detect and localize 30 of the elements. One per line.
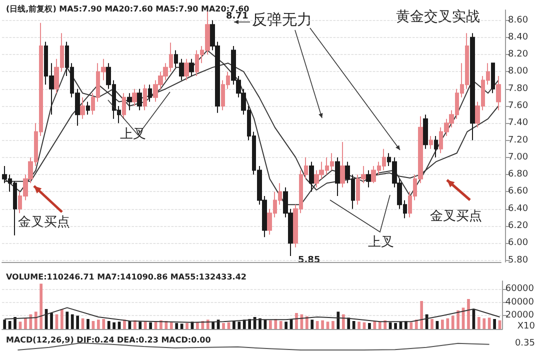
text: X10 xyxy=(517,322,536,332)
chart-title: (日线,前复权) MA5:7.90 MA20:7.60 MA5:7.90 MA20:7.60 xyxy=(6,4,250,14)
y-tick-label: 40000 xyxy=(505,297,534,308)
chart-title: MACD(12,26,9) DIF:0.24 DEA:0.23 MACD:0.00 xyxy=(6,336,212,344)
y-tick-label: 7.60 xyxy=(508,101,528,111)
annotation: 上叉 xyxy=(368,235,394,250)
y-tick-label: 7.00 xyxy=(508,152,528,162)
y-tick-label: 8.20 xyxy=(508,50,528,60)
annotation: 8.71 xyxy=(226,12,248,22)
y-tick-label: 8.40 xyxy=(508,32,528,42)
y-tick-label: 6.60 xyxy=(508,186,528,197)
y-tick-label: 6.80 xyxy=(508,170,528,180)
y-tick-label: 6.00 xyxy=(508,238,528,248)
y-tick-label: 8.60 xyxy=(508,15,528,26)
y-tick-label: 7.40 xyxy=(508,118,528,128)
annotation: 金叉买点 xyxy=(430,209,482,224)
chart-title: VOLUME:110246.71 MA7:141090.86 MA55:132433.42 xyxy=(6,272,246,282)
y-tick-label: 20000 xyxy=(505,310,534,321)
y-tick-label: 8.00 xyxy=(508,66,528,77)
y-tick-label: 6.20 xyxy=(508,221,528,231)
annotation: 反弹无力 xyxy=(252,10,312,28)
y-tick-label: 7.20 xyxy=(508,135,528,146)
text: 0.35 xyxy=(514,338,536,348)
annotation: 上叉 xyxy=(120,127,146,142)
y-tick-label: 7.80 xyxy=(508,84,528,94)
y-tick-label: 6.40 xyxy=(508,204,528,214)
annotation: 黄金交叉实战 xyxy=(396,9,480,25)
y-tick-label: 5.80 xyxy=(508,255,528,266)
y-tick-label: 60000 xyxy=(505,284,534,294)
annotation: 金叉买点 xyxy=(18,215,70,230)
